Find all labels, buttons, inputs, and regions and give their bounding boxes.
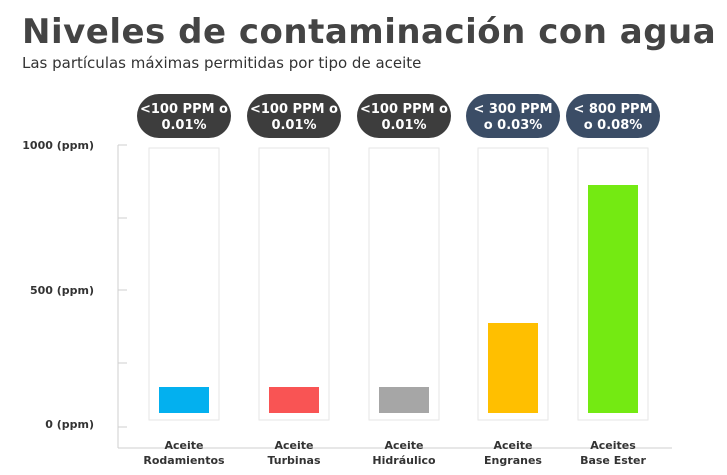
- bar: [159, 387, 209, 413]
- x-category-label-line1: Aceites: [590, 439, 636, 452]
- bar: [488, 323, 538, 413]
- data-label-line1: <100 PPM o: [250, 102, 338, 117]
- x-category-label-line1: Aceite: [275, 439, 314, 452]
- x-category-label-line1: Aceite: [494, 439, 533, 452]
- x-category-label-line1: Aceite: [385, 439, 424, 452]
- data-label-line1: < 300 PPM: [473, 102, 552, 117]
- data-label-line2: 0.01%: [161, 118, 206, 133]
- x-category-label-line2: Base Ester: [580, 454, 646, 467]
- bar-frame: [148, 147, 220, 421]
- x-category-label-line2: Turbinas: [268, 454, 321, 467]
- bar-frame: [258, 147, 330, 421]
- data-label-line2: 0.01%: [381, 118, 426, 133]
- data-label-pill: [247, 94, 341, 138]
- x-category-label-line2: Hidráulico: [372, 454, 436, 467]
- chart-subtitle: Las partículas máximas permitidas por ti…: [22, 54, 422, 72]
- x-category-label-line2: Engranes: [484, 454, 542, 467]
- chart-title: Niveles de contaminación con agua: [22, 12, 717, 52]
- bar-frame: [368, 147, 440, 421]
- y-tick-label: 1000 (ppm): [22, 139, 94, 152]
- data-label-line2: o 0.03%: [484, 118, 543, 133]
- data-label-line2: o 0.08%: [584, 118, 643, 133]
- x-category-label-line1: Aceite: [165, 439, 204, 452]
- data-label-pill: [466, 94, 560, 138]
- y-tick-label: 0 (ppm): [45, 418, 94, 431]
- bar: [269, 387, 319, 413]
- x-category-label-line2: Rodamientos: [143, 454, 225, 467]
- y-tick-label: 500 (ppm): [30, 284, 94, 297]
- data-label-line1: <100 PPM o: [140, 102, 228, 117]
- bar: [379, 387, 429, 413]
- data-label-line1: <100 PPM o: [360, 102, 448, 117]
- data-label-pill: [357, 94, 451, 138]
- data-label-pill: [137, 94, 231, 138]
- data-label-line1: < 800 PPM: [573, 102, 652, 117]
- data-label-line2: 0.01%: [271, 118, 316, 133]
- data-label-pill: [566, 94, 660, 138]
- bar: [588, 185, 638, 413]
